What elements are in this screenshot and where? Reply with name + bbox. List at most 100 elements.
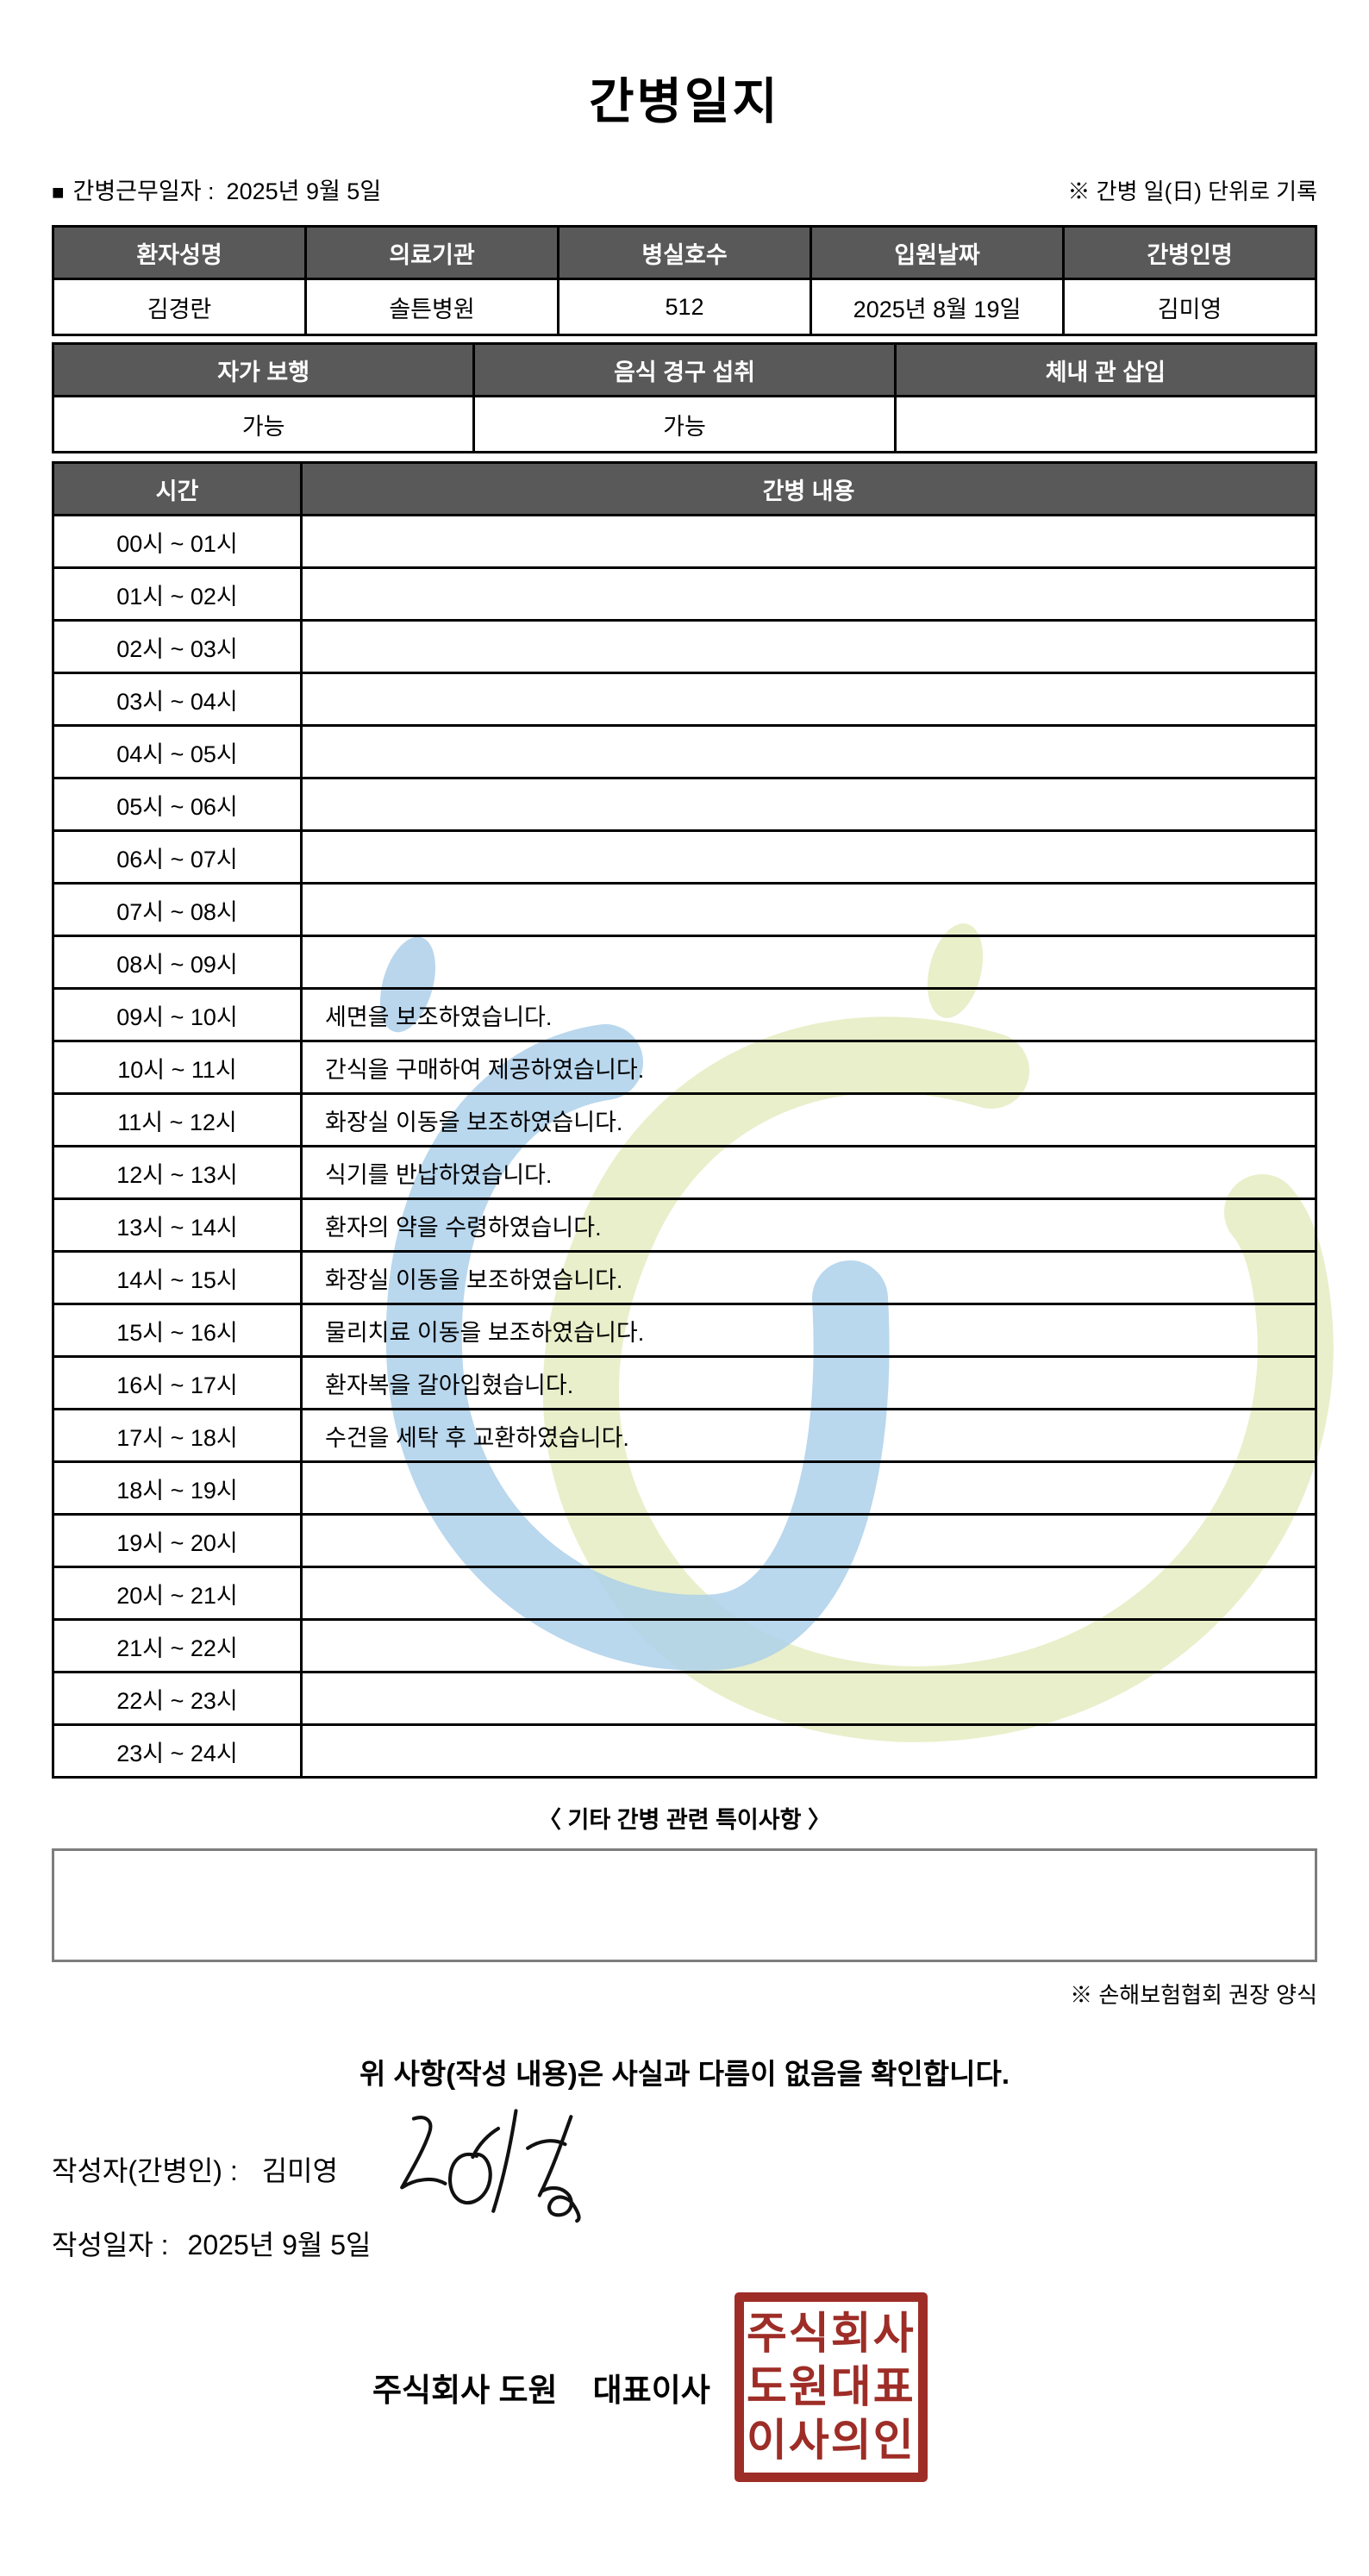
write-date-label: 작성일자 : [52,2229,169,2260]
schedule-content-cell [300,882,1317,937]
schedule-row: 03시 ~ 04시 [52,672,1317,727]
status-header-cell: 음식 경구 섭취 [472,342,897,397]
status-header-cell: 체내 관 삽입 [893,342,1318,397]
schedule-time-cell: 15시 ~ 16시 [52,1303,303,1358]
schedule-time-cell: 20시 ~ 21시 [52,1566,303,1621]
status-value-cell [893,395,1318,453]
schedule-content-cell [300,1513,1317,1568]
schedule-content-cell [300,1566,1317,1621]
schedule-time-cell: 16시 ~ 17시 [52,1355,303,1410]
schedule-header-row: 시간 간병 내용 [52,461,1317,516]
unit-note: ※ 간병 일(日) 단위로 기록 [1067,178,1317,204]
schedule-content-cell: 화장실 이동을 보조하였습니다. [300,1250,1317,1305]
write-date-value: 2025년 9월 5일 [187,2229,372,2260]
schedule-row: 19시 ~ 20시 [52,1513,1317,1568]
schedule-content-cell [300,619,1317,674]
schedule-time-cell: 07시 ~ 08시 [52,882,303,937]
schedule-row: 14시 ~ 15시 화장실 이동을 보조하였습니다. [52,1250,1317,1305]
schedule-row: 10시 ~ 11시 간식을 구매하여 제공하였습니다. [52,1040,1317,1095]
patient-value-row: 김경란 솔튼병원 512 2025년 8월 19일 김미영 [52,278,1317,336]
schedule-row: 04시 ~ 05시 [52,724,1317,779]
page-title: 간병일지 [589,74,780,129]
schedule-row: 18시 ~ 19시 [52,1460,1317,1516]
schedule-content-cell [300,777,1317,832]
schedule-time-cell: 11시 ~ 12시 [52,1092,303,1147]
schedule-time-cell: 23시 ~ 24시 [52,1723,303,1779]
schedule-time-cell: 03시 ~ 04시 [52,672,303,727]
write-date-line: 작성일자 : 2025년 9월 5일 [52,2223,1317,2263]
schedule-row: 23시 ~ 24시 [52,1723,1317,1779]
schedule-row: 21시 ~ 22시 [52,1618,1317,1673]
schedule-content-cell: 화장실 이동을 보조하였습니다. [300,1092,1317,1147]
work-date-label: 간병근무일자 : [72,178,215,204]
schedule-content-cell [300,935,1317,990]
schedule-content-cell: 물리치료 이동을 보조하였습니다. [300,1303,1317,1358]
status-value-cell: 가능 [472,395,897,453]
patient-header-cell: 병실호수 [557,225,812,280]
writer-line: 작성자(간병인) : 김미영 [52,2109,1317,2223]
schedule-content-cell [300,672,1317,727]
status-table: 자가 보행 음식 경구 섭취 체내 관 삽입 가능 가능 [51,342,1318,453]
schedule-time-cell: 19시 ~ 20시 [52,1513,303,1568]
patient-header-cell: 입원날짜 [810,225,1065,280]
patient-header-row: 환자성명 의료기관 병실호수 입원날짜 간병인명 [52,225,1317,280]
schedule-time-cell: 08시 ~ 09시 [52,935,303,990]
writer-name: 김미영 [261,2155,339,2186]
patient-table: 환자성명 의료기관 병실호수 입원날짜 간병인명 김경란 솔튼병원 512 2025년 8월 … [52,225,1317,336]
schedule-time-cell: 04시 ~ 05시 [52,724,303,779]
schedule-time-cell: 01시 ~ 02시 [52,566,303,622]
schedule-time-cell: 00시 ~ 01시 [52,514,303,569]
patient-value-cell: 김경란 [52,278,307,336]
schedule-time-cell: 05시 ~ 06시 [52,777,303,832]
patient-value-cell: 김미영 [1062,278,1317,336]
notes-title: 〈 기타 간병 관련 특이사항 〉 [538,1807,831,1833]
schedule-time-cell: 10시 ~ 11시 [52,1040,303,1095]
schedule-time-cell: 18시 ~ 19시 [52,1460,303,1516]
schedule-table: 시간 간병 내용 00시 ~ 01시 01시 ~ 02시 02시 ~ 03시 03시 … [52,461,1317,1779]
patient-header-cell: 의료기관 [304,225,559,280]
schedule-time-cell: 14시 ~ 15시 [52,1250,303,1305]
schedule-time-cell: 22시 ~ 23시 [52,1671,303,1726]
handwritten-signature [400,2109,581,2223]
writer-label: 작성자(간병인) : [52,2155,238,2186]
schedule-content-cell [300,1671,1317,1726]
confirmation-statement: 위 사항(작성 내용)은 사실과 다름이 없음을 확인합니다. [359,2058,1010,2090]
status-value-row: 가능 가능 [51,395,1318,453]
schedule-content-cell [300,829,1317,885]
work-date: ■ 간병근무일자 : 2025년 9월 5일 [52,172,381,206]
schedule-content-cell [300,1618,1317,1673]
schedule-time-cell: 13시 ~ 14시 [52,1197,303,1253]
patient-value-cell: 솔튼병원 [304,278,559,336]
patient-value-cell: 2025년 8월 19일 [810,278,1065,336]
schedule-row: 11시 ~ 12시 화장실 이동을 보조하였습니다. [52,1092,1317,1147]
schedule-content-cell: 간식을 구매하여 제공하였습니다. [300,1040,1317,1095]
notes-box [52,1848,1317,1962]
schedule-row: 01시 ~ 02시 [52,566,1317,622]
schedule-row: 05시 ~ 06시 [52,777,1317,832]
company-row: 주식회사 도원 대표이사 주식회사 도원대표 이사의인 [372,2292,1317,2482]
patient-value-cell: 512 [557,278,812,336]
square-bullet-icon: ■ [52,181,65,204]
schedule-row: 08시 ~ 09시 [52,935,1317,990]
schedule-row: 22시 ~ 23시 [52,1671,1317,1726]
status-value-cell: 가능 [51,395,476,453]
schedule-row: 06시 ~ 07시 [52,829,1317,885]
stamp-line: 이사의인 [746,2416,916,2465]
schedule-content-cell [300,1723,1317,1779]
info-line: ■ 간병근무일자 : 2025년 9월 5일 ※ 간병 일(日) 단위로 기록 [52,172,1317,206]
corporate-seal-stamp: 주식회사 도원대표 이사의인 [734,2292,928,2482]
patient-header-cell: 간병인명 [1062,225,1317,280]
schedule-content-cell [300,514,1317,569]
form-note: ※ 손해보험협회 권장 양식 [1070,1982,1317,2008]
schedule-content-cell: 수건을 세탁 후 교환하였습니다. [300,1408,1317,1463]
schedule-row: 07시 ~ 08시 [52,882,1317,937]
schedule-time-cell: 21시 ~ 22시 [52,1618,303,1673]
schedule-content-cell: 환자의 약을 수령하였습니다. [300,1197,1317,1253]
company-ceo-label: 주식회사 도원 대표이사 [372,2373,710,2408]
schedule-time-header: 시간 [52,461,303,516]
schedule-content-cell [300,566,1317,622]
schedule-row: 13시 ~ 14시 환자의 약을 수령하였습니다. [52,1197,1317,1253]
schedule-body: 00시 ~ 01시 01시 ~ 02시 02시 ~ 03시 03시 ~ 04시 04시 … [52,514,1317,1779]
schedule-row: 12시 ~ 13시 식기를 반납하였습니다. [52,1145,1317,1200]
